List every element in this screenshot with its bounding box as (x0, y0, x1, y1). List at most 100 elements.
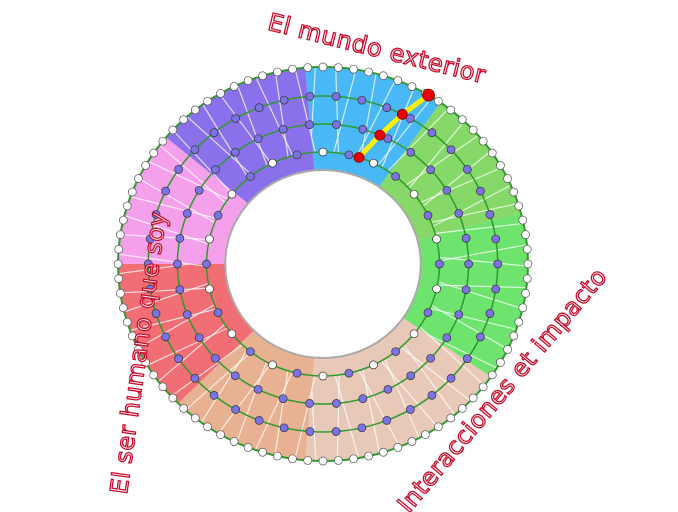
outer-dot (149, 148, 159, 158)
node-dot (446, 145, 456, 155)
outer-dot (303, 63, 313, 72)
node-dot (357, 423, 367, 433)
mesh-line (430, 203, 519, 223)
node-dot (246, 347, 255, 356)
node-dot (161, 332, 170, 342)
outer-dot (127, 187, 137, 197)
node-dot (143, 259, 153, 269)
node-dot (190, 373, 200, 383)
node-dot (369, 360, 378, 370)
outer-dot (118, 215, 128, 225)
mesh-line (185, 351, 252, 411)
node-dot (409, 329, 419, 339)
outer-dot (114, 274, 124, 284)
outer-dot (114, 244, 124, 254)
node-dot (211, 165, 220, 175)
highlight-path (356, 92, 432, 160)
outer-dot (349, 64, 358, 74)
mesh-line (172, 129, 233, 195)
mesh-line (186, 116, 253, 176)
mesh-line (137, 304, 215, 349)
node-dot (406, 147, 416, 157)
node-dot (423, 211, 433, 220)
sector-1 (379, 102, 521, 240)
mesh-line (405, 135, 479, 186)
node-dot (174, 354, 183, 363)
outer-dot (521, 230, 530, 239)
node-dot (246, 172, 255, 181)
outer-dot (288, 64, 297, 74)
node-dot (332, 120, 341, 129)
outer-dot (288, 454, 297, 464)
mesh-line (129, 308, 217, 331)
node-dot (423, 308, 433, 317)
mesh-line (254, 371, 293, 451)
mesh-line (439, 256, 528, 267)
node-dot (231, 114, 240, 123)
node-dot (182, 209, 192, 218)
node-dot (464, 259, 473, 269)
outer-dot (478, 136, 488, 146)
mesh-line (147, 327, 228, 366)
node-dot (292, 368, 302, 378)
node-dot (213, 308, 223, 317)
node-dot (182, 310, 192, 319)
outer-dot (393, 76, 403, 85)
node-dot (227, 329, 237, 339)
node-dot (344, 150, 354, 160)
mesh-line (384, 358, 420, 439)
node-dot (435, 259, 444, 269)
mesh-line (124, 283, 209, 313)
node-dot (426, 165, 435, 175)
mesh-line (377, 96, 433, 166)
mesh-line (170, 344, 243, 397)
mesh-line (437, 281, 523, 310)
node-dot (211, 353, 220, 363)
mesh-line (355, 79, 397, 158)
outer-dot (421, 430, 430, 439)
outer-dot (158, 382, 168, 392)
outer-dot (379, 71, 388, 81)
outer-dot (379, 447, 388, 457)
node-dot (454, 209, 464, 218)
outer-dot (446, 105, 456, 115)
node-dot (292, 150, 302, 160)
outer-dot (243, 443, 253, 452)
node-dot (382, 103, 392, 112)
node-dot (151, 309, 161, 318)
mesh-line (294, 375, 316, 460)
outer-dot (203, 422, 212, 432)
outer-dot (522, 244, 532, 254)
outer-dot (141, 358, 150, 367)
node-dot (145, 234, 155, 244)
node-dot (427, 390, 437, 400)
outer-dot (116, 230, 125, 239)
node-dot (491, 284, 501, 294)
node-dot (279, 423, 289, 433)
outer-dot (203, 96, 212, 106)
outer-dot (333, 456, 343, 465)
node-dot (358, 394, 368, 404)
outer-dot (393, 443, 403, 452)
outer-dot (503, 345, 512, 354)
node-dot (369, 158, 378, 168)
node-dot (305, 427, 315, 436)
mesh-line (362, 369, 381, 454)
path-dot (374, 129, 386, 141)
node-dot (461, 285, 471, 295)
mesh-line (158, 323, 226, 382)
node-dot (331, 92, 341, 101)
mesh-line (118, 253, 207, 267)
outer-dot (243, 76, 253, 85)
outer-dot (522, 274, 532, 284)
mesh-line (403, 344, 456, 416)
outer-dot (521, 289, 530, 298)
node-dot (454, 310, 464, 319)
mesh-line (274, 72, 289, 158)
outer-dot (273, 67, 282, 77)
mesh-line (138, 178, 216, 224)
node-dot (476, 332, 485, 342)
node-dot (493, 259, 503, 269)
node-dot (253, 384, 263, 394)
mesh-line (202, 104, 249, 179)
